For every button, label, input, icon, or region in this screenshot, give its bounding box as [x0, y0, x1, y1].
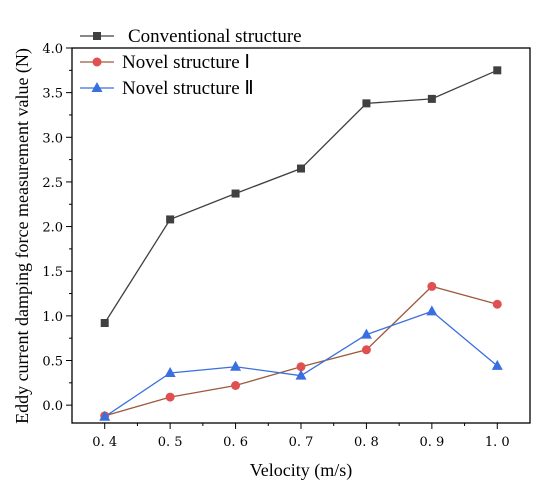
y-axis-title: Eddy current damping force measurement v…: [12, 48, 33, 424]
legend: Conventional structure Novel structure Ⅰ N…: [80, 26, 302, 99]
data-point: [296, 362, 306, 372]
data-point: [165, 392, 175, 402]
data-point: [427, 94, 436, 103]
x-tick-label: 0. 4: [92, 435, 117, 450]
x-tick-label: 0. 9: [419, 435, 444, 450]
y-tick-label: 0.0: [42, 399, 63, 414]
y-tick-label: 1.0: [42, 310, 63, 325]
x-tick-label: 0. 6: [223, 435, 248, 450]
legend-label: Conventional structure: [128, 26, 302, 47]
y-tick-label: 2.5: [42, 176, 63, 191]
data-point: [99, 410, 111, 421]
data-point: [295, 369, 307, 380]
data-point: [297, 164, 305, 173]
data-point: [164, 367, 176, 377]
y-tick-label: 1.5: [42, 265, 63, 280]
data-point: [100, 319, 109, 327]
series-2: [100, 281, 502, 421]
legend-label: Novel structure Ⅰ: [122, 52, 250, 73]
y-tick-label: 3.5: [42, 87, 63, 102]
data-point: [426, 305, 438, 316]
x-axis-title: Velocity (m/s): [250, 460, 352, 481]
x-tick-label: 1. 0: [485, 435, 510, 450]
data-point: [166, 215, 175, 224]
series-line: [104, 69, 498, 324]
x-tick-label: 0. 8: [354, 435, 379, 450]
axis-ticks: 0. 4 0. 5 0. 6 0. 7 0. 8 0. 9 1. 0 0.0 0.5 1.0 1.5…: [42, 42, 509, 450]
legend-label: Novel structure Ⅱ: [122, 78, 254, 99]
data-point: [361, 345, 371, 355]
data-point: [491, 359, 503, 370]
data-point: [231, 381, 241, 390]
legend-marker: [91, 82, 103, 92]
y-tick-label: 3.0: [42, 131, 63, 146]
y-tick-label: 4.0: [42, 42, 63, 57]
legend-marker: [92, 57, 102, 67]
data-point: [427, 281, 437, 291]
data-point: [362, 99, 371, 108]
series-1: [100, 66, 502, 327]
data-point: [360, 328, 372, 339]
series-line: [104, 285, 498, 417]
series-group: [99, 66, 503, 421]
y-tick-label: 2.0: [42, 221, 63, 236]
legend-marker: [93, 32, 101, 40]
data-point: [492, 299, 502, 309]
x-tick-label: 0. 7: [289, 435, 314, 450]
y-tick-label: 0.5: [42, 355, 63, 370]
data-point: [493, 66, 502, 75]
x-tick-label: 0. 5: [158, 435, 183, 450]
data-point: [230, 360, 242, 371]
data-point: [231, 189, 240, 198]
series-3: [99, 305, 503, 421]
